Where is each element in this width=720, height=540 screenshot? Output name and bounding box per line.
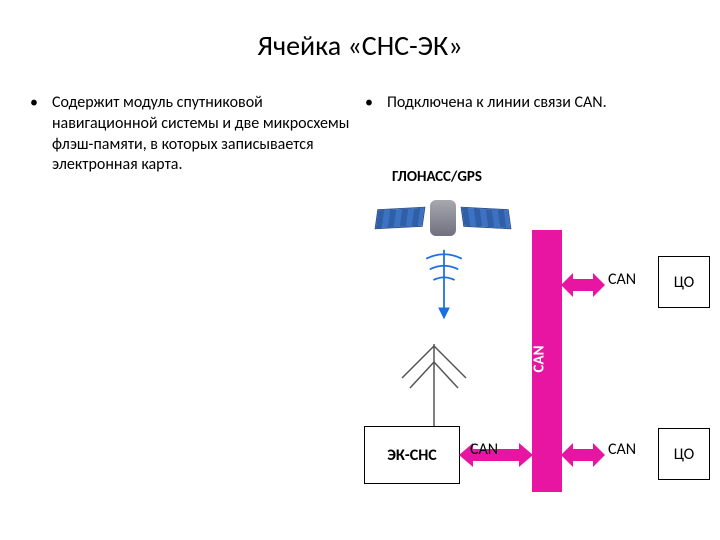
ek-snc-box: ЭК-СНС [364, 426, 460, 484]
page-title: Ячейка «СНС-ЭК» [0, 0, 720, 63]
bullet-left: • Содержит модуль спутниковой навигацион… [30, 93, 355, 176]
left-column: • Содержит модуль спутниковой навигацион… [30, 93, 355, 176]
tso-box: ЦО [658, 256, 710, 308]
bullet-right: • Подключена к линии связи CAN. [365, 93, 690, 114]
bullet-dot-icon: • [365, 93, 373, 114]
can-arrow-icon [561, 270, 605, 300]
satellite-icon [430, 200, 456, 236]
can-label: CAN [608, 270, 636, 289]
can-label: CAN [608, 440, 636, 459]
glonass-gps-label: ГЛОНАСС/GPS [392, 168, 482, 186]
can-label: CAN [470, 440, 498, 459]
bullet-left-text: Содержит модуль спутниковой навигационно… [52, 93, 355, 176]
diagram-area: ГЛОНАСС/GPS ЭК [360, 150, 720, 530]
signal-icon [414, 248, 474, 328]
tso-box: ЦО [658, 428, 710, 480]
bullet-dot-icon: • [30, 93, 38, 176]
can-bus-vertical-label: CAN [530, 346, 548, 373]
can-arrow-icon [561, 440, 605, 470]
bullet-right-text: Подключена к линии связи CAN. [387, 93, 607, 114]
antenna-icon [394, 332, 474, 432]
